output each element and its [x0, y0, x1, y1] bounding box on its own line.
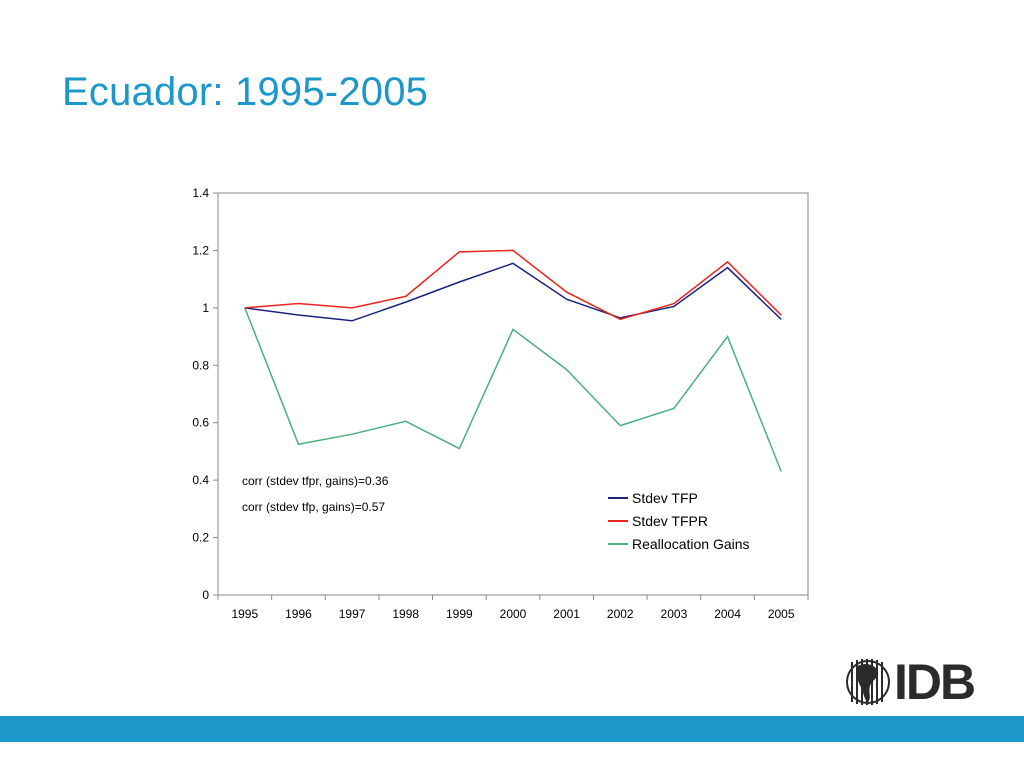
x-tick-label: 1998 [392, 607, 419, 621]
x-tick-label: 2005 [768, 607, 795, 621]
plot-frame [217, 192, 809, 596]
x-tick-label: 2003 [661, 607, 688, 621]
legend-label: Reallocation Gains [632, 536, 750, 552]
annotation-corr-tfpr: corr (stdev tfpr, gains)=0.36 [242, 474, 389, 488]
x-tick-label: 1997 [339, 607, 366, 621]
y-tick-label: 1.4 [192, 186, 209, 200]
slide-title: Ecuador: 1995-2005 [62, 70, 429, 114]
y-tick-label: 1 [202, 301, 209, 315]
plot-area: 0 0.2 0.4 0.6 0.8 1 1.2 1.4 1995 1996 1997 1998 1999… [192, 186, 809, 621]
chart-annotations: corr (stdev tfpr, gains)=0.36 corr (stde… [242, 474, 389, 514]
x-tick-label: 1995 [231, 607, 258, 621]
x-tick-label: 2002 [607, 607, 634, 621]
y-tick-label: 1.2 [192, 243, 209, 257]
series-line-reallocation-gains [244, 307, 782, 472]
x-tick-label: 2004 [714, 607, 741, 621]
legend-label: Stdev TFP [632, 490, 698, 506]
legend-label: Stdev TFPR [632, 513, 708, 529]
chart-legend: Stdev TFP Stdev TFPR Reallocation Gains [608, 490, 750, 552]
footer-bar [0, 716, 1024, 742]
x-tick-label: 1996 [285, 607, 312, 621]
x-tick-label: 2000 [500, 607, 527, 621]
x-tick-label: 2001 [553, 607, 580, 621]
idb-logo: IDB [846, 654, 996, 710]
y-tick-label: 0.8 [192, 358, 209, 372]
y-tick-label: 0 [202, 588, 209, 602]
globe-icon [846, 659, 890, 705]
y-tick-label: 0.2 [192, 531, 209, 545]
idb-logo-text: IDB [894, 654, 976, 710]
y-tick-label: 0.6 [192, 416, 209, 430]
series-line-stdev-tfp [244, 262, 782, 322]
x-tick-label: 1999 [446, 607, 473, 621]
annotation-corr-tfp: corr (stdev tfp, gains)=0.57 [242, 500, 385, 514]
series-line-stdev-tfpr [244, 249, 782, 321]
y-tick-label: 0.4 [192, 473, 209, 487]
line-chart: 0 0.2 0.4 0.6 0.8 1 1.2 1.4 1995 1996 1997 1998 1999… [192, 186, 809, 621]
